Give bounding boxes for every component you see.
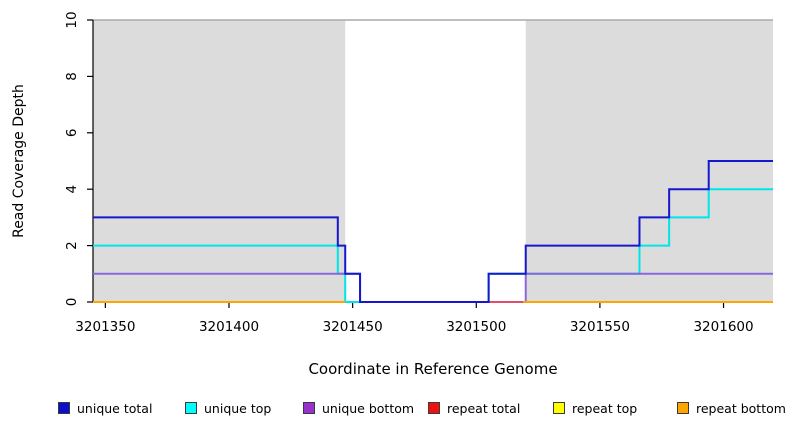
- legend-swatch-repeat-bottom: [677, 402, 689, 414]
- legend-item-unique-bottom: unique bottom: [303, 398, 414, 418]
- legend-swatch-repeat-top: [553, 402, 565, 414]
- x-tick-label: 3201600: [693, 319, 753, 335]
- legend-label: repeat top: [572, 400, 638, 416]
- y-axis-title: Read Coverage Depth: [11, 84, 27, 238]
- legend-label: repeat total: [447, 400, 521, 416]
- x-tick-label: 3201550: [570, 319, 630, 335]
- legend-label: repeat bottom: [696, 400, 786, 416]
- legend-label: unique bottom: [322, 400, 415, 416]
- legend-swatch-unique-bottom: [303, 402, 315, 414]
- series-line-unique-total: [93, 160, 773, 303]
- y-tick-label: 4: [64, 185, 80, 194]
- legend-swatch-unique-total: [58, 402, 70, 414]
- legend-swatch-repeat-total: [428, 402, 440, 414]
- y-tick-label: 8: [64, 72, 80, 81]
- x-tick-label: 3201500: [446, 319, 506, 335]
- legend-item-repeat-top: repeat top: [553, 398, 637, 418]
- legend-item-repeat-bottom: repeat bottom: [677, 398, 786, 418]
- x-tick-label: 3201350: [75, 319, 135, 335]
- legend-label: unique top: [204, 400, 272, 416]
- legend-item-repeat-total: repeat total: [428, 398, 520, 418]
- legend-item-unique-top: unique top: [185, 398, 271, 418]
- repeat-region-band: [93, 20, 346, 302]
- y-tick-label: 0: [64, 298, 80, 307]
- legend-label: unique total: [77, 400, 153, 416]
- y-tick-label: 6: [64, 129, 80, 138]
- legend-swatch-unique-top: [185, 402, 197, 414]
- y-tick-label: 2: [64, 241, 80, 250]
- chart-legend: unique total unique top unique bottom repea…: [0, 398, 792, 422]
- x-axis-title: Coordinate in Reference Genome: [308, 360, 558, 378]
- y-tick-label: 10: [64, 11, 80, 28]
- legend-item-unique-total: unique total: [58, 398, 152, 418]
- x-tick-label: 3201400: [199, 319, 259, 335]
- x-tick-label: 3201450: [323, 319, 383, 335]
